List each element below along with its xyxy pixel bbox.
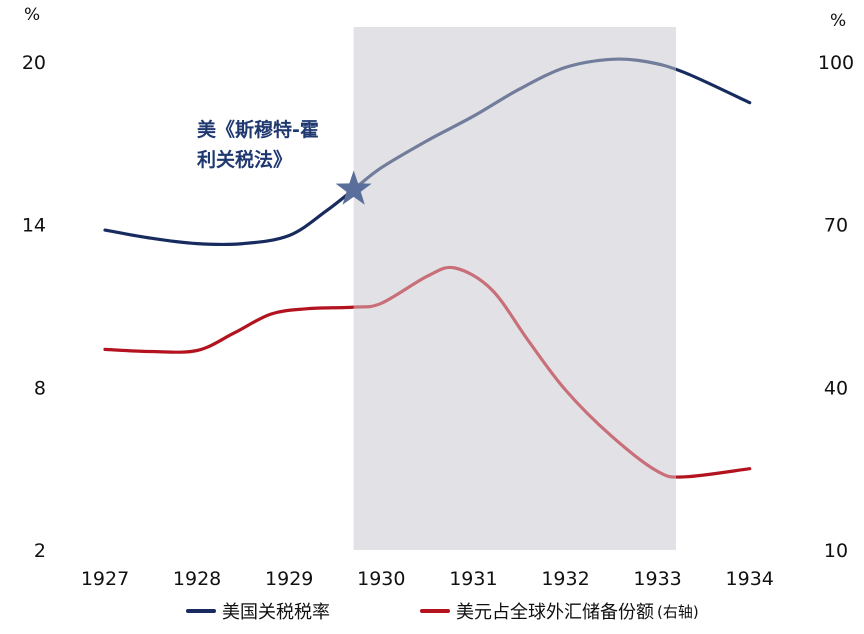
annotation-line-1: 美《斯穆特-霍 — [197, 118, 319, 141]
shade-overlay — [353, 27, 677, 550]
legend-item-tariff: 美国关税税率 — [186, 598, 330, 624]
series-lines — [103, 57, 752, 479]
x-axis-tick-label: 1934 — [726, 568, 774, 590]
legend-label-right-axis-note: (右轴) — [657, 602, 699, 621]
star-icon — [335, 170, 372, 205]
x-axis-tick-label: 1928 — [173, 568, 221, 590]
annotation-line-2: 利关税法》 — [197, 148, 292, 171]
series-line-1 — [103, 265, 752, 479]
left-axis-unit: % — [24, 5, 40, 25]
x-axis-tick-label: 1931 — [449, 568, 497, 590]
legend-item-usd-share: 美元占全球外汇储备份额 (右轴) — [420, 598, 699, 624]
legend-swatch-usd-share — [420, 609, 450, 613]
right-axis-ticks: 100 70 40 10 — [818, 52, 854, 562]
legend-swatch-tariff — [186, 609, 216, 613]
series-line-0 — [103, 57, 752, 247]
legend-label-tariff: 美国关税税率 — [222, 602, 330, 623]
x-axis-tick-label: 1927 — [81, 568, 129, 590]
right-axis-unit: % — [830, 11, 846, 31]
x-axis-tick-label: 1930 — [357, 568, 405, 590]
legend-label-usd-share: 美元占全球外汇储备份额 — [456, 602, 654, 623]
x-axis-ticks: 1927 1928 1929 1930 1931 1932 1933 1934 — [81, 568, 774, 590]
right-axis-tick-label: 40 — [824, 377, 848, 399]
right-axis-tick-label: 100 — [818, 52, 854, 74]
left-axis-ticks: 20 14 8 2 — [22, 52, 46, 562]
left-axis-tick-label: 14 — [22, 215, 46, 237]
right-axis-tick-label: 10 — [824, 540, 848, 562]
shaded-region-overlay — [353, 27, 677, 550]
left-axis-tick-label: 20 — [22, 52, 46, 74]
left-axis-tick-label: 2 — [34, 540, 46, 562]
x-axis-tick-label: 1932 — [541, 568, 589, 590]
left-axis-tick-label: 8 — [34, 377, 46, 399]
x-axis-tick-label: 1929 — [265, 568, 313, 590]
legend: 美国关税税率 美元占全球外汇储备份额 (右轴) — [0, 598, 864, 628]
right-axis-tick-label: 70 — [824, 215, 848, 237]
x-axis-tick-label: 1933 — [633, 568, 681, 590]
